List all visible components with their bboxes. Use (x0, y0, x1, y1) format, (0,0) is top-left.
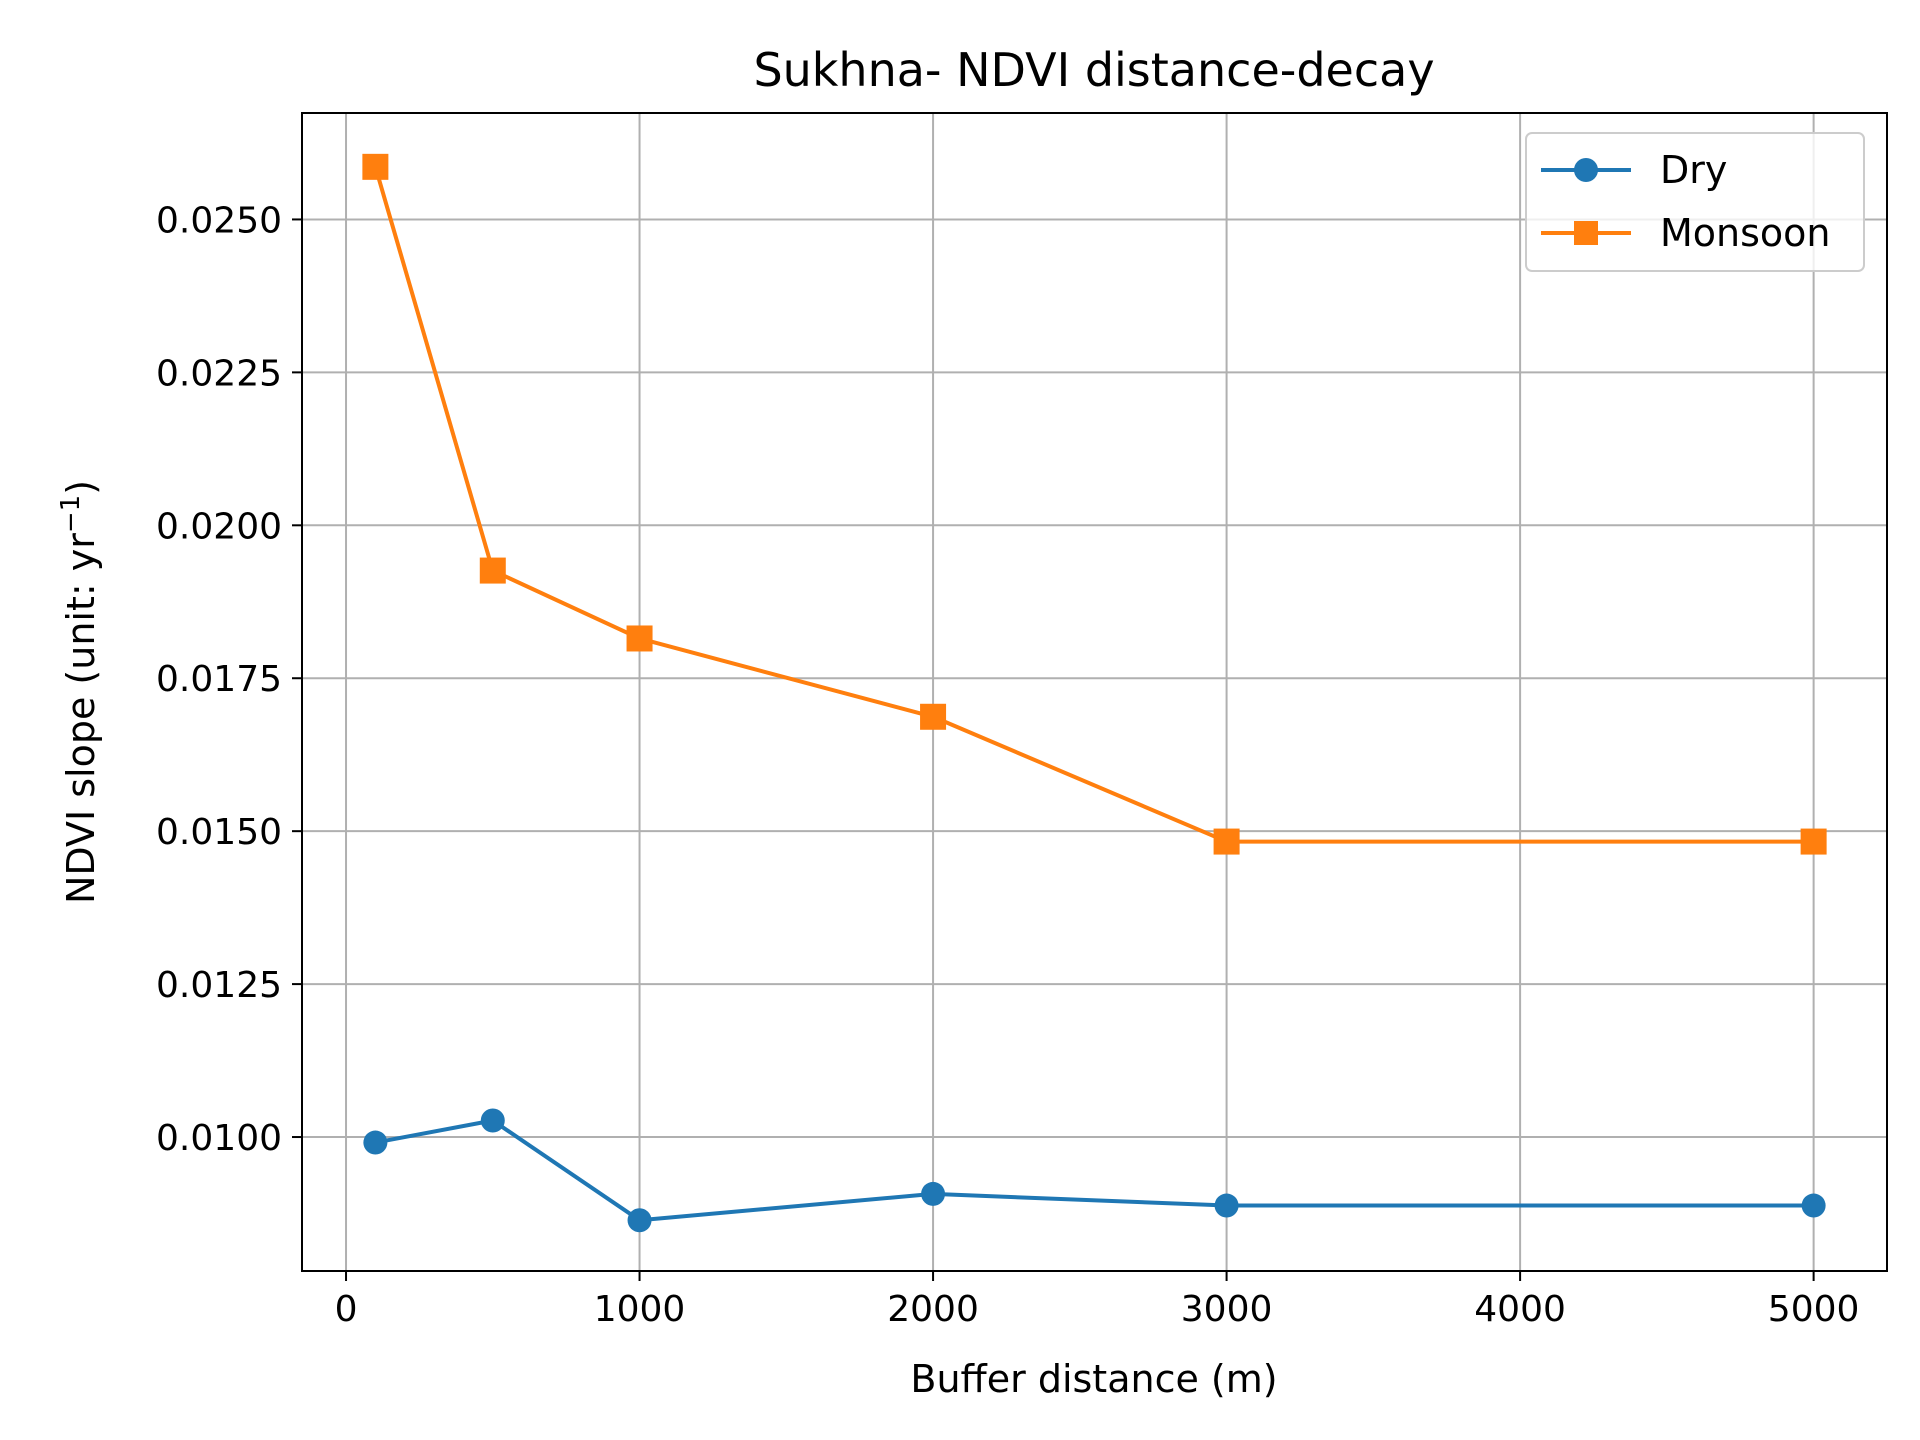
x-tick-label: 2000 (887, 1289, 979, 1330)
data-point-dry (363, 1130, 388, 1155)
data-point-monsoon (920, 703, 947, 730)
ticks: 0 1000 2000 3000 4000 5000 0.0100 0.0125 0.0150 0… (156, 200, 1859, 1330)
y-tick-label: 0.0250 (156, 200, 282, 241)
y-axis-label: NDVI slope (unit: yr−1) (56, 480, 103, 904)
legend-label-monsoon: Monsoon (1660, 211, 1831, 255)
x-tick-label: 5000 (1768, 1289, 1860, 1330)
legend: Dry Monsoon (1525, 132, 1865, 272)
x-axis-label: Buffer distance (m) (910, 1357, 1277, 1401)
plot-frame (301, 112, 1888, 1272)
y-tick-label: 0.0150 (156, 812, 282, 853)
x-tick-label: 1000 (594, 1289, 686, 1330)
y-tick-label: 0.0125 (156, 965, 282, 1006)
data-point-monsoon (362, 153, 389, 180)
legend-marker-dry (1574, 158, 1598, 182)
x-tick-label: 3000 (1181, 1289, 1273, 1330)
x-tick-label: 4000 (1474, 1289, 1566, 1330)
legend-label-dry: Dry (1660, 148, 1727, 192)
legend-box (1525, 132, 1865, 272)
data-point-dry (1214, 1193, 1239, 1218)
y-tick-label: 0.0200 (156, 506, 282, 547)
data-point-monsoon (479, 557, 506, 584)
data-point-dry (1801, 1193, 1826, 1218)
series-line-dry (375, 1118, 1814, 1223)
y-tick-label: 0.0225 (156, 353, 282, 394)
series (362, 153, 1827, 1233)
series-line-monsoon (373, 166, 1814, 844)
y-tick-label: 0.0175 (156, 659, 282, 700)
y-axis-label-main: NDVI slope (unit: yr (59, 533, 103, 904)
data-point-monsoon (1213, 828, 1240, 855)
data-point-monsoon (1800, 828, 1827, 855)
data-point-dry (627, 1208, 652, 1233)
data-point-dry (921, 1181, 946, 1206)
grid (302, 113, 1887, 1271)
x-tick-label: 0 (335, 1289, 358, 1330)
legend-marker-monsoon (1574, 221, 1598, 245)
y-tick-label: 0.0100 (156, 1118, 282, 1159)
data-point-dry (480, 1108, 505, 1133)
y-axis-label-superscript: −1 (56, 495, 86, 533)
chart-title: Sukhna- NDVI distance-decay (753, 43, 1434, 97)
y-axis-label-close: ) (59, 480, 103, 495)
data-point-monsoon (626, 625, 653, 652)
